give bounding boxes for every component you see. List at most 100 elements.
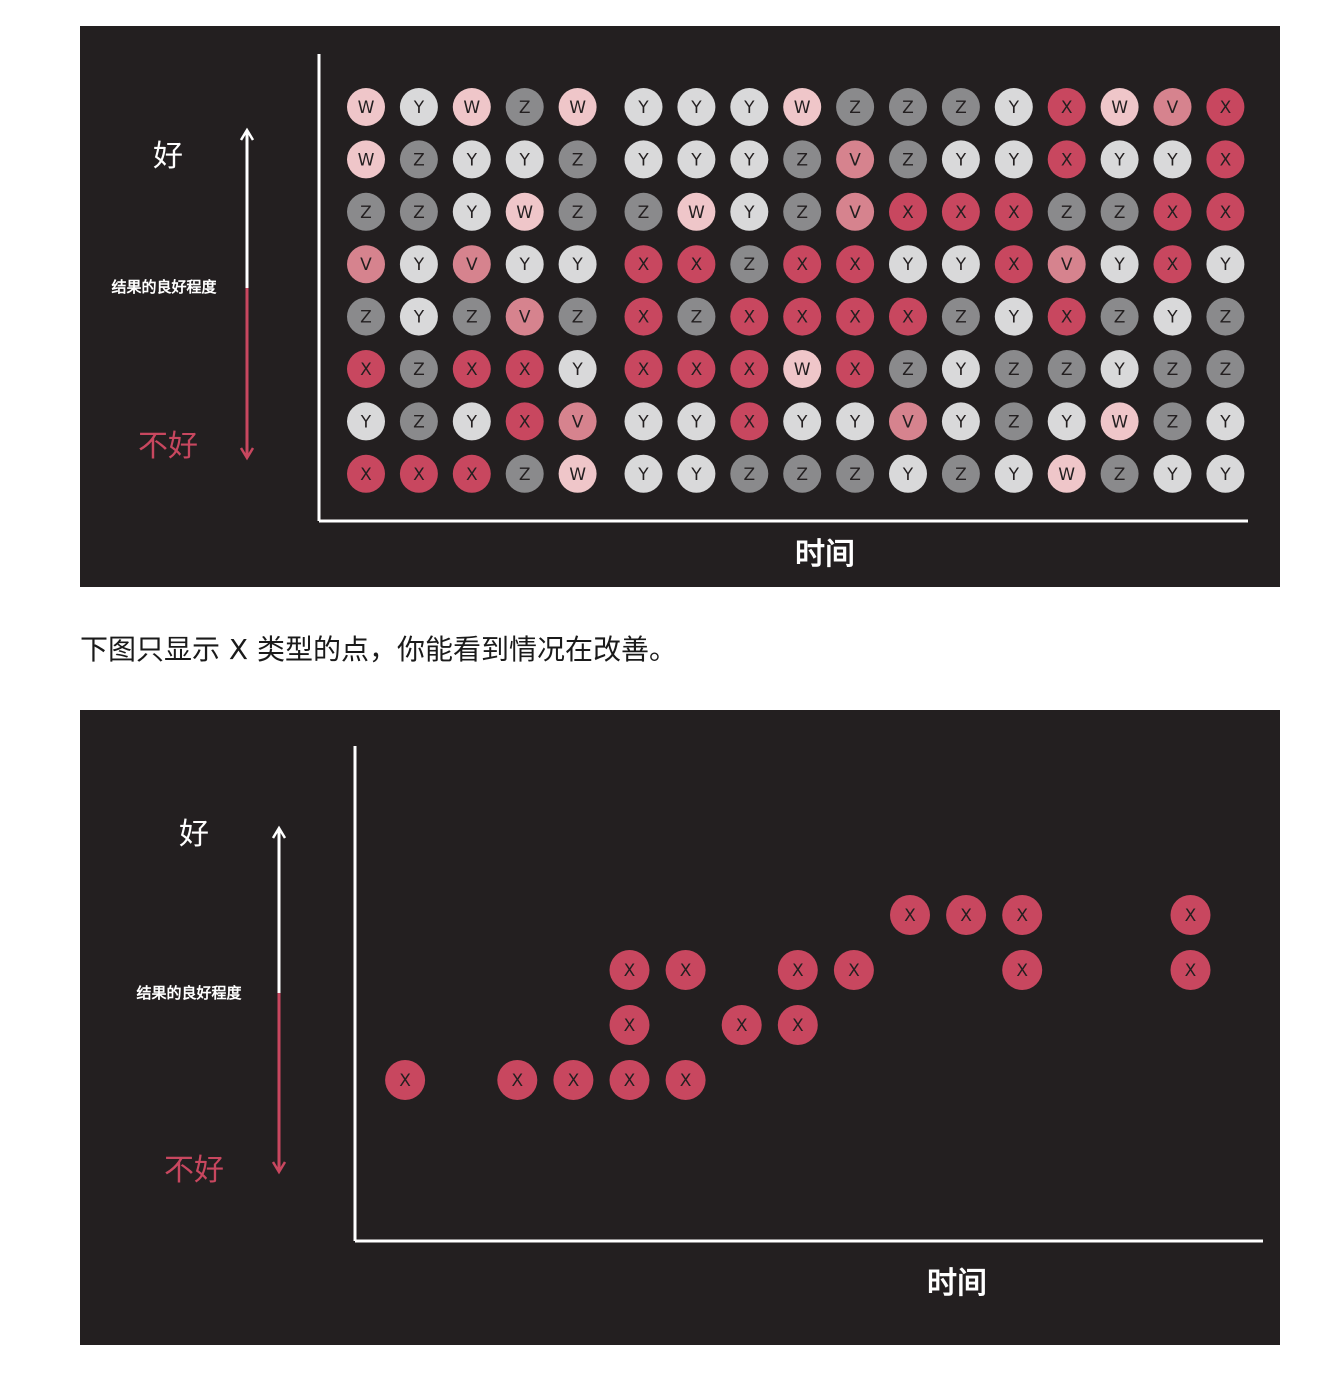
data-point-y — [624, 140, 663, 179]
data-point-y — [677, 402, 716, 441]
data-point-label: X — [568, 1071, 580, 1091]
data-point-v — [889, 402, 927, 441]
data-point-x — [677, 350, 716, 388]
data-point-y — [1206, 402, 1245, 441]
data-point-label: X — [1016, 961, 1028, 981]
data-point-z — [1100, 192, 1139, 231]
data-point-x — [452, 454, 491, 493]
data-point-z — [399, 350, 438, 388]
data-point-label: Y — [690, 150, 702, 170]
data-point-x — [994, 245, 1033, 284]
data-point-z — [1047, 192, 1086, 231]
data-point-label: Z — [1220, 308, 1232, 328]
data-point-x — [609, 1005, 650, 1045]
data-point-y — [730, 88, 769, 126]
data-point-x — [994, 192, 1033, 231]
data-point-label: Z — [413, 412, 425, 432]
data-point-label: Y — [1113, 255, 1125, 275]
data-point-label: Y — [902, 465, 914, 485]
data-point-x — [889, 192, 927, 231]
data-point-w — [558, 88, 597, 126]
data-point-x — [836, 245, 875, 284]
data-point-x — [609, 950, 650, 990]
data-point-label: Y — [955, 360, 967, 380]
data-point-x — [783, 297, 822, 336]
data-point-label: Z — [360, 203, 372, 223]
data-point-label: W — [463, 98, 480, 118]
data-point-x — [946, 895, 987, 935]
data-point-label: Y — [743, 98, 755, 118]
data-point-y — [399, 245, 438, 284]
data-point-z — [624, 192, 663, 231]
data-point-label: X — [1016, 906, 1028, 926]
data-point-label: Z — [902, 150, 914, 170]
data-point-x — [730, 402, 769, 441]
data-point-y — [1206, 245, 1245, 284]
data-point-label: Z — [1220, 360, 1232, 380]
data-point-z — [889, 88, 927, 126]
data-point-x — [1153, 192, 1192, 231]
data-point-label: Z — [796, 203, 808, 223]
data-point-label: X — [1167, 255, 1179, 275]
y-axis-label: 结果的良好程度 — [136, 984, 242, 1002]
data-point-x — [1170, 895, 1211, 935]
data-point-label: V — [902, 412, 914, 432]
data-point-z — [558, 140, 597, 179]
data-point-v — [505, 297, 544, 336]
arrow-up-icon — [239, 127, 255, 141]
data-point-y — [399, 297, 438, 336]
data-point-label: Y — [466, 150, 478, 170]
data-point-label: X — [624, 1071, 636, 1091]
data-point-label: W — [358, 98, 375, 118]
data-point-label: Y — [1061, 412, 1073, 432]
data-point-y — [783, 402, 822, 441]
y-bottom-label: 不好 — [164, 1153, 224, 1188]
data-point-z — [558, 297, 597, 336]
data-point-label: Y — [902, 255, 914, 275]
data-point-label: W — [1111, 98, 1128, 118]
data-point-label: Z — [902, 98, 914, 118]
data-point-label: Y — [1008, 150, 1020, 170]
data-point-y — [624, 454, 663, 493]
data-point-label: Z — [413, 150, 425, 170]
data-point-y — [730, 192, 769, 231]
data-point-label: X — [1167, 203, 1179, 223]
data-point-x — [777, 950, 818, 990]
data-point-x — [505, 402, 544, 441]
data-point-y — [1047, 402, 1086, 441]
data-point-v — [452, 245, 491, 284]
data-point-z — [941, 297, 980, 336]
data-point-label: Z — [691, 308, 703, 328]
data-point-label: Y — [955, 255, 967, 275]
data-point-z — [836, 454, 875, 493]
data-point-label: Y — [466, 412, 478, 432]
data-point-label: Y — [690, 98, 702, 118]
data-point-z — [783, 454, 822, 493]
data-point-x — [1047, 297, 1086, 336]
data-point-w — [347, 140, 385, 179]
data-point-label: X — [792, 1016, 804, 1036]
data-point-z — [558, 192, 597, 231]
data-point-label: X — [1185, 906, 1197, 926]
data-point-label: Y — [1219, 412, 1231, 432]
data-point-label: X — [849, 360, 861, 380]
data-point-label: Y — [1219, 255, 1231, 275]
data-point-y — [836, 402, 875, 441]
data-point-z — [1100, 454, 1139, 493]
data-point-z — [347, 297, 385, 336]
data-point-y — [889, 454, 927, 493]
data-point-label: Z — [1167, 360, 1179, 380]
data-point-label: W — [794, 98, 811, 118]
data-point-label: Z — [1167, 412, 1179, 432]
data-point-label: X — [848, 961, 860, 981]
data-point-z — [730, 454, 769, 493]
data-point-label: Z — [572, 203, 584, 223]
data-point-y — [558, 245, 597, 284]
data-point-z — [889, 350, 927, 388]
data-point-y — [624, 88, 663, 126]
data-point-z — [677, 297, 716, 336]
data-point-x — [665, 1060, 706, 1100]
data-point-label: X — [743, 308, 755, 328]
data-point-y — [941, 140, 980, 179]
data-point-x — [1047, 140, 1086, 179]
